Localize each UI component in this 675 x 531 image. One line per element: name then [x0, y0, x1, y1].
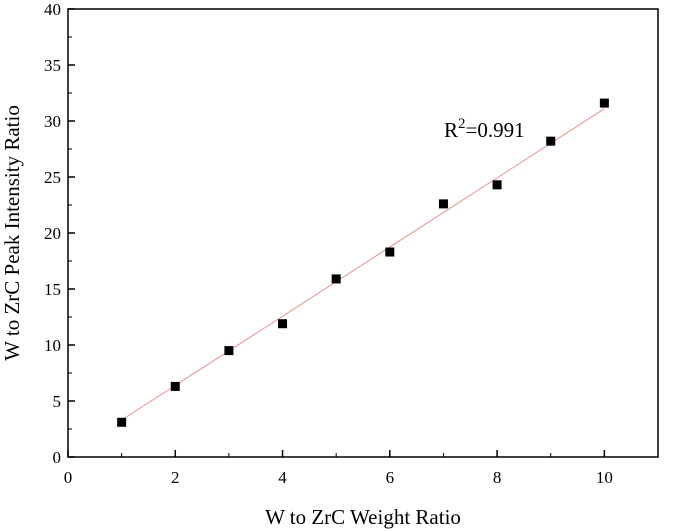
y-tick-label: 20 [44, 224, 61, 243]
r-squared-value: =0.991 [466, 118, 525, 142]
r-squared-superscript: 2 [458, 116, 466, 132]
y-tick-label: 5 [53, 392, 62, 411]
data-point [385, 247, 395, 257]
axis-ticks [67, 8, 606, 458]
x-tick-label: 4 [278, 468, 287, 487]
y-axis-title: W to ZrC Peak Intensity Ratio [0, 105, 24, 361]
y-tick-label: 0 [53, 448, 62, 467]
x-tick-label: 6 [386, 468, 395, 487]
y-tick-label: 15 [44, 280, 61, 299]
y-tick-label: 30 [44, 112, 61, 131]
data-point [331, 274, 341, 284]
y-tick-label: 40 [44, 0, 61, 19]
axis-tick-labels: 0 2 4 6 8 10 0 5 10 15 20 25 30 35 40 [44, 0, 613, 487]
data-point [546, 136, 556, 146]
x-tick-label: 8 [493, 468, 502, 487]
x-tick-label: 0 [64, 468, 73, 487]
data-points [117, 98, 609, 427]
data-point [492, 180, 502, 190]
data-point [599, 98, 609, 108]
r-squared-base: R [444, 118, 458, 142]
x-tick-label: 10 [596, 468, 613, 487]
r-squared-annotation: R2=0.991 [444, 116, 525, 142]
data-point [224, 346, 234, 356]
y-tick-label: 25 [44, 168, 61, 187]
y-tick-label: 10 [44, 336, 61, 355]
data-point [117, 417, 127, 427]
plot-frame [67, 8, 659, 458]
data-point [438, 199, 448, 209]
x-tick-label: 2 [171, 468, 180, 487]
x-axis-title: W to ZrC Weight Ratio [265, 505, 461, 529]
data-point [278, 319, 288, 329]
data-point [170, 381, 180, 391]
fit-line [121, 108, 605, 421]
y-tick-label: 35 [44, 56, 61, 75]
